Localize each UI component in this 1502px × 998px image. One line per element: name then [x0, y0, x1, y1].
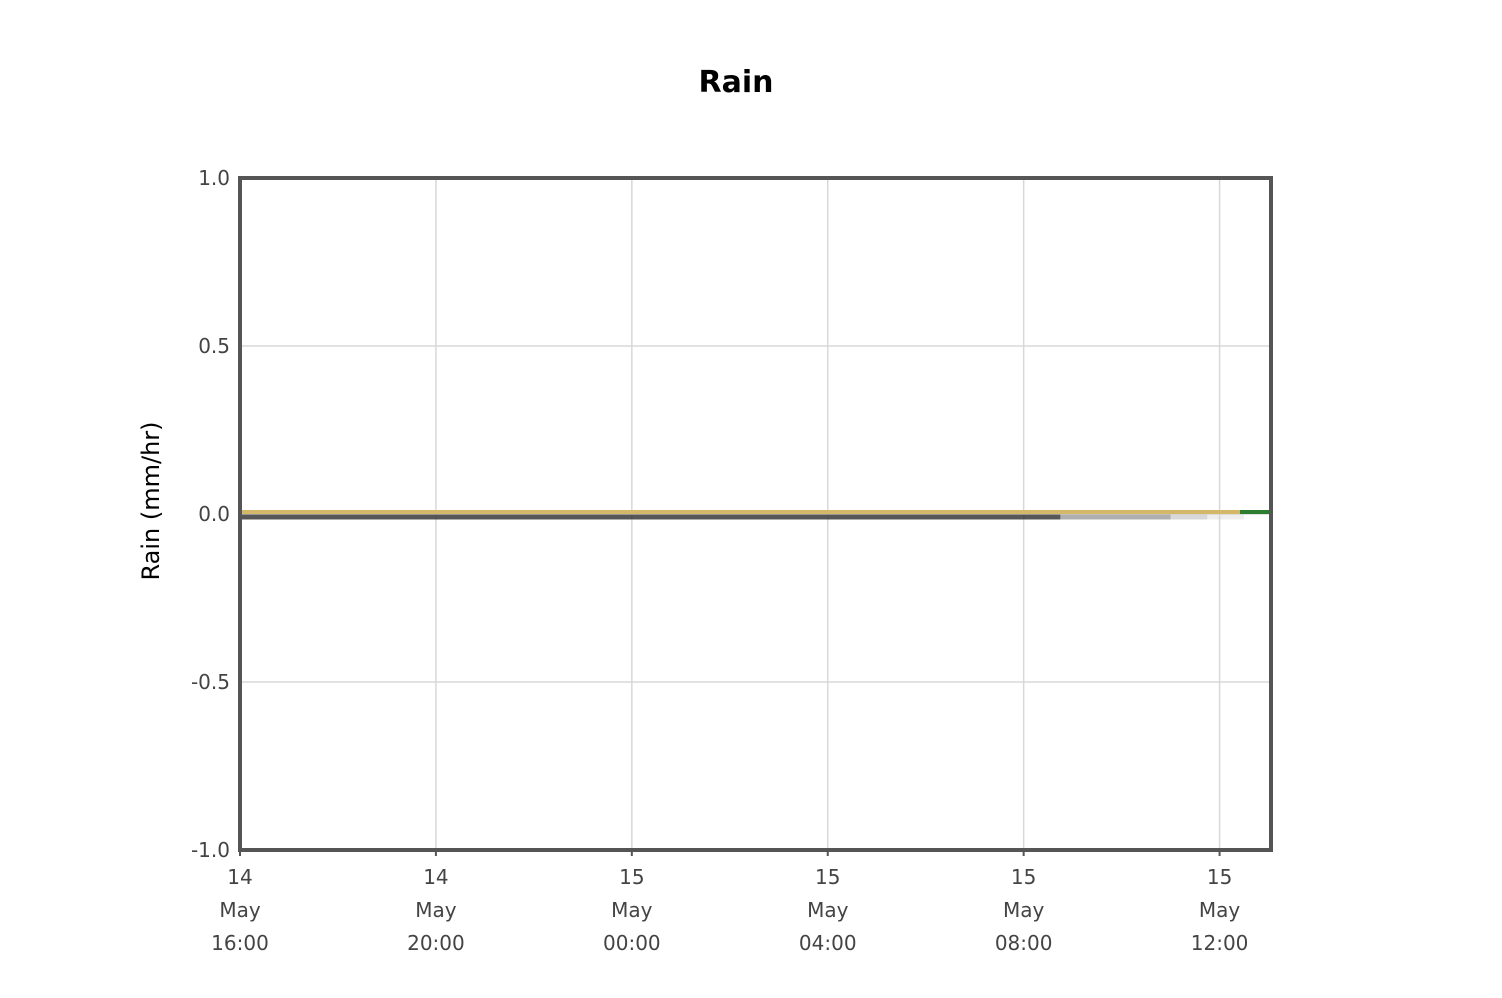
x-tick-label-line: May — [219, 898, 261, 922]
x-tick-label: 14 May 20:00 — [407, 865, 465, 955]
x-tick-label-line: 15 — [619, 865, 644, 889]
x-tick-label-line: 20:00 — [407, 931, 465, 955]
x-axis-ticks: 14 May 16:00 14 May 20:00 15 May 00:00 15 May 04:00… — [211, 850, 1248, 955]
series-layer — [240, 510, 1271, 520]
x-tick-label: 14 May 16:00 — [211, 865, 269, 955]
y-tick-label: -1.0 — [191, 838, 230, 862]
y-tick-label: 1.0 — [198, 166, 230, 190]
y-tick-label: 0.5 — [198, 334, 230, 358]
x-tick-label-line: May — [807, 898, 849, 922]
y-tick-label: -0.5 — [191, 670, 230, 694]
x-tick-label: 15 May 00:00 — [603, 865, 661, 955]
y-tick-label: 0.0 — [198, 502, 230, 526]
x-tick-label-line: May — [1003, 898, 1045, 922]
x-tick-label-line: 16:00 — [211, 931, 269, 955]
x-tick-label: 15 May 12:00 — [1191, 865, 1249, 955]
plot-frame — [238, 176, 1273, 852]
x-tick-label-line: May — [611, 898, 653, 922]
x-tick-label-line: 04:00 — [799, 931, 857, 955]
x-tick-label-line: 15 — [815, 865, 840, 889]
x-tick-label-line: May — [1199, 898, 1241, 922]
x-tick-label-line: 14 — [227, 865, 252, 889]
y-axis-ticks: 1.0 0.5 0.0 -0.5 -1.0 — [191, 166, 230, 862]
x-tick-label-line: 14 — [423, 865, 448, 889]
x-tick-label-line: 15 — [1011, 865, 1036, 889]
y-axis-label: Rain (mm/hr) — [137, 421, 165, 580]
x-tick-label: 15 May 08:00 — [995, 865, 1053, 955]
x-tick-label-line: 00:00 — [603, 931, 661, 955]
x-tick-label-line: 08:00 — [995, 931, 1053, 955]
x-tick-label-line: May — [415, 898, 457, 922]
x-tick-label: 15 May 04:00 — [799, 865, 857, 955]
chart-title: Rain — [699, 65, 774, 100]
x-tick-label-line: 12:00 — [1191, 931, 1249, 955]
x-tick-label-line: 15 — [1207, 865, 1232, 889]
